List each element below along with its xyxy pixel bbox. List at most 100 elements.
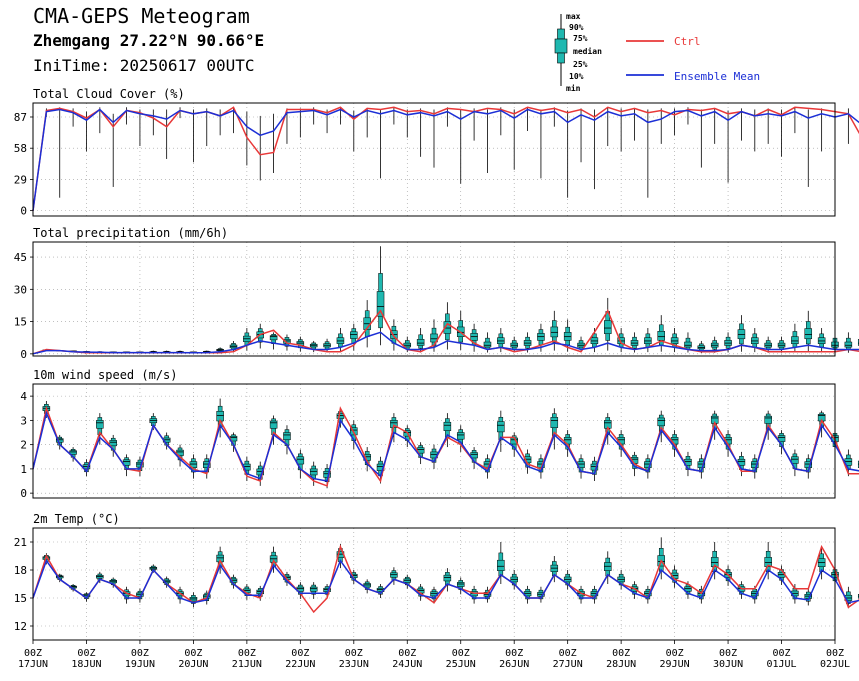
x-date-label: 24JUN xyxy=(392,659,422,670)
box-inner xyxy=(764,415,772,424)
box-inner xyxy=(430,333,438,343)
legend-box-middle xyxy=(554,38,568,54)
box-inner xyxy=(269,420,278,429)
panel-title: 10m wind speed (m/s) xyxy=(33,368,178,382)
x-hour-label: 00Z xyxy=(184,648,202,659)
location-label: Zhemgang 27.22°N 90.66°E xyxy=(33,31,265,50)
box-inner xyxy=(497,421,505,433)
legend-p10-label: 10% xyxy=(569,72,584,81)
panel-frame xyxy=(32,102,836,217)
box-inner xyxy=(203,461,211,468)
x-hour-label: 00Z xyxy=(826,648,844,659)
box-inner xyxy=(376,291,385,317)
y-tick-label: 3 xyxy=(20,414,27,427)
panel-title: Total precipitation (mm/6h) xyxy=(33,226,228,240)
panel-title: Total Cloud Cover (%) xyxy=(33,87,185,101)
x-axis: 00Z17JUN00Z18JUN00Z19JUN00Z20JUN00Z21JUN… xyxy=(18,640,850,670)
panels: Total Cloud Cover (%) 0 29 58 87 Total precip… xyxy=(14,87,859,641)
legend-p90-label: 90% xyxy=(569,23,584,32)
ctrl-line xyxy=(32,106,859,211)
box-inner xyxy=(644,461,652,468)
chart-title: CMA-GEPS Meteogram xyxy=(33,4,250,28)
y-tick-label: 0 xyxy=(20,487,27,500)
ctrl-line xyxy=(32,544,859,614)
x-hour-label: 00Z xyxy=(452,648,470,659)
x-date-label: 22JUN xyxy=(285,659,315,670)
box-inner xyxy=(697,461,706,468)
box-inner xyxy=(550,326,559,338)
legend-median-label: median xyxy=(573,46,602,56)
panel-frame xyxy=(32,383,836,499)
box-inner xyxy=(443,321,452,334)
x-hour-label: 00Z xyxy=(719,648,737,659)
x-hour-label: 00Z xyxy=(77,648,95,659)
box-inner xyxy=(550,417,559,428)
x-date-label: 26JUN xyxy=(499,659,529,670)
y-tick-label: 1 xyxy=(20,463,27,476)
x-date-label: 18JUN xyxy=(71,659,101,670)
box-inner xyxy=(336,413,345,419)
legend-ctrl-label: Ctrl xyxy=(674,35,701,48)
box-inner xyxy=(590,463,599,471)
y-tick-label: 12 xyxy=(14,620,27,633)
x-hour-label: 00Z xyxy=(291,648,309,659)
x-hour-label: 00Z xyxy=(505,648,523,659)
box-inner xyxy=(109,440,117,447)
box-inner xyxy=(350,331,358,339)
mean-line xyxy=(32,410,859,482)
box-inner xyxy=(684,341,692,348)
x-date-label: 27JUN xyxy=(553,659,583,670)
box-inner xyxy=(269,335,278,341)
box-inner xyxy=(55,438,64,443)
box-inner xyxy=(309,586,318,592)
legend: max 90% 75% median 25% 10% min Ctrl Ense… xyxy=(554,12,760,93)
x-hour-label: 00Z xyxy=(773,648,791,659)
x-date-label: 23JUN xyxy=(339,659,369,670)
box-inner xyxy=(296,456,305,465)
x-date-label: 21JUN xyxy=(232,659,262,670)
x-date-label: 29JUN xyxy=(660,659,690,670)
box-inner xyxy=(791,336,799,344)
box-inner xyxy=(657,417,665,427)
box-inner xyxy=(791,456,799,464)
legend-p25-label: 25% xyxy=(573,60,588,69)
x-hour-label: 00Z xyxy=(131,648,149,659)
box-inner xyxy=(69,450,77,455)
y-tick-label: 2 xyxy=(20,439,27,452)
x-date-label: 28JUN xyxy=(606,659,636,670)
box-inner xyxy=(456,582,465,587)
box-inner xyxy=(443,574,452,582)
mean-line xyxy=(32,108,859,211)
y-tick-label: 4 xyxy=(20,390,27,403)
y-tick-label: 0 xyxy=(20,205,27,218)
box-inner xyxy=(604,320,612,334)
y-tick-label: 15 xyxy=(14,316,27,329)
box-inner xyxy=(657,331,665,341)
box-inner xyxy=(416,339,425,346)
y-tick-label: 58 xyxy=(14,142,27,155)
mean-line xyxy=(32,559,859,604)
x-hour-label: 00Z xyxy=(345,648,363,659)
box-inner xyxy=(844,341,853,348)
y-tick-label: 18 xyxy=(14,564,27,577)
legend-min-label: min xyxy=(566,83,581,93)
box-inner xyxy=(483,341,492,348)
box-inner xyxy=(309,468,318,476)
panel-frame xyxy=(32,527,836,641)
legend-max-label: max xyxy=(566,12,581,21)
x-hour-label: 00Z xyxy=(612,648,630,659)
y-tick-label: 29 xyxy=(14,173,27,186)
x-date-label: 25JUN xyxy=(446,659,476,670)
x-date-label: 19JUN xyxy=(125,659,155,670)
x-date-label: 30JUN xyxy=(713,659,743,670)
legend-mean-label: Ensemble Mean xyxy=(674,70,760,83)
panel-0: Total Cloud Cover (%) 0 29 58 87 xyxy=(14,87,859,218)
x-hour-label: 00Z xyxy=(666,648,684,659)
x-date-label: 02JUL xyxy=(820,659,850,670)
y-tick-label: 15 xyxy=(14,592,27,605)
x-date-label: 17JUN xyxy=(18,659,48,670)
box-inner xyxy=(456,432,465,440)
x-hour-label: 00Z xyxy=(398,648,416,659)
x-hour-label: 00Z xyxy=(24,648,42,659)
panel-3: 2m Temp (°C) 12 15 18 21 xyxy=(14,512,859,641)
